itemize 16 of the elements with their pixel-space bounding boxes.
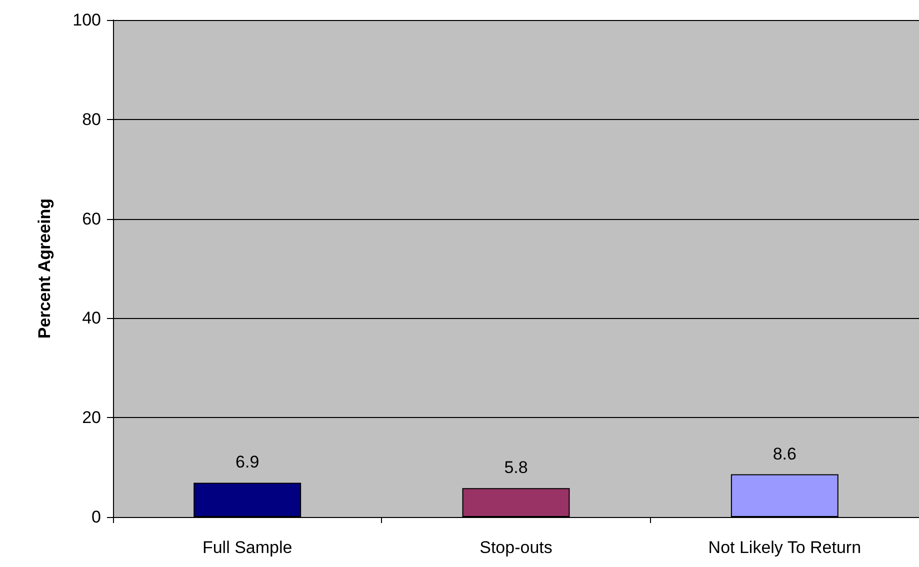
- data-label: 6.9: [236, 452, 260, 472]
- y-tick-label: 60: [82, 209, 101, 228]
- x-tick-label: Stop-outs: [480, 538, 552, 557]
- y-axis-title: Percent Agreeing: [35, 198, 54, 339]
- bar: [194, 482, 302, 517]
- y-tick-label: 0: [92, 508, 101, 526]
- y-tick-label: 100: [72, 10, 101, 30]
- bar: [462, 488, 570, 517]
- bar: [730, 474, 838, 517]
- x-tick-label: Not Likely To Return: [708, 538, 862, 557]
- x-tick-label: Full Sample: [202, 538, 292, 557]
- y-tick-label: 20: [82, 408, 101, 428]
- data-label: 5.8: [504, 458, 528, 478]
- y-tick-label: 40: [82, 308, 101, 328]
- data-label: 8.6: [772, 444, 796, 464]
- y-tick-label: 80: [82, 110, 101, 129]
